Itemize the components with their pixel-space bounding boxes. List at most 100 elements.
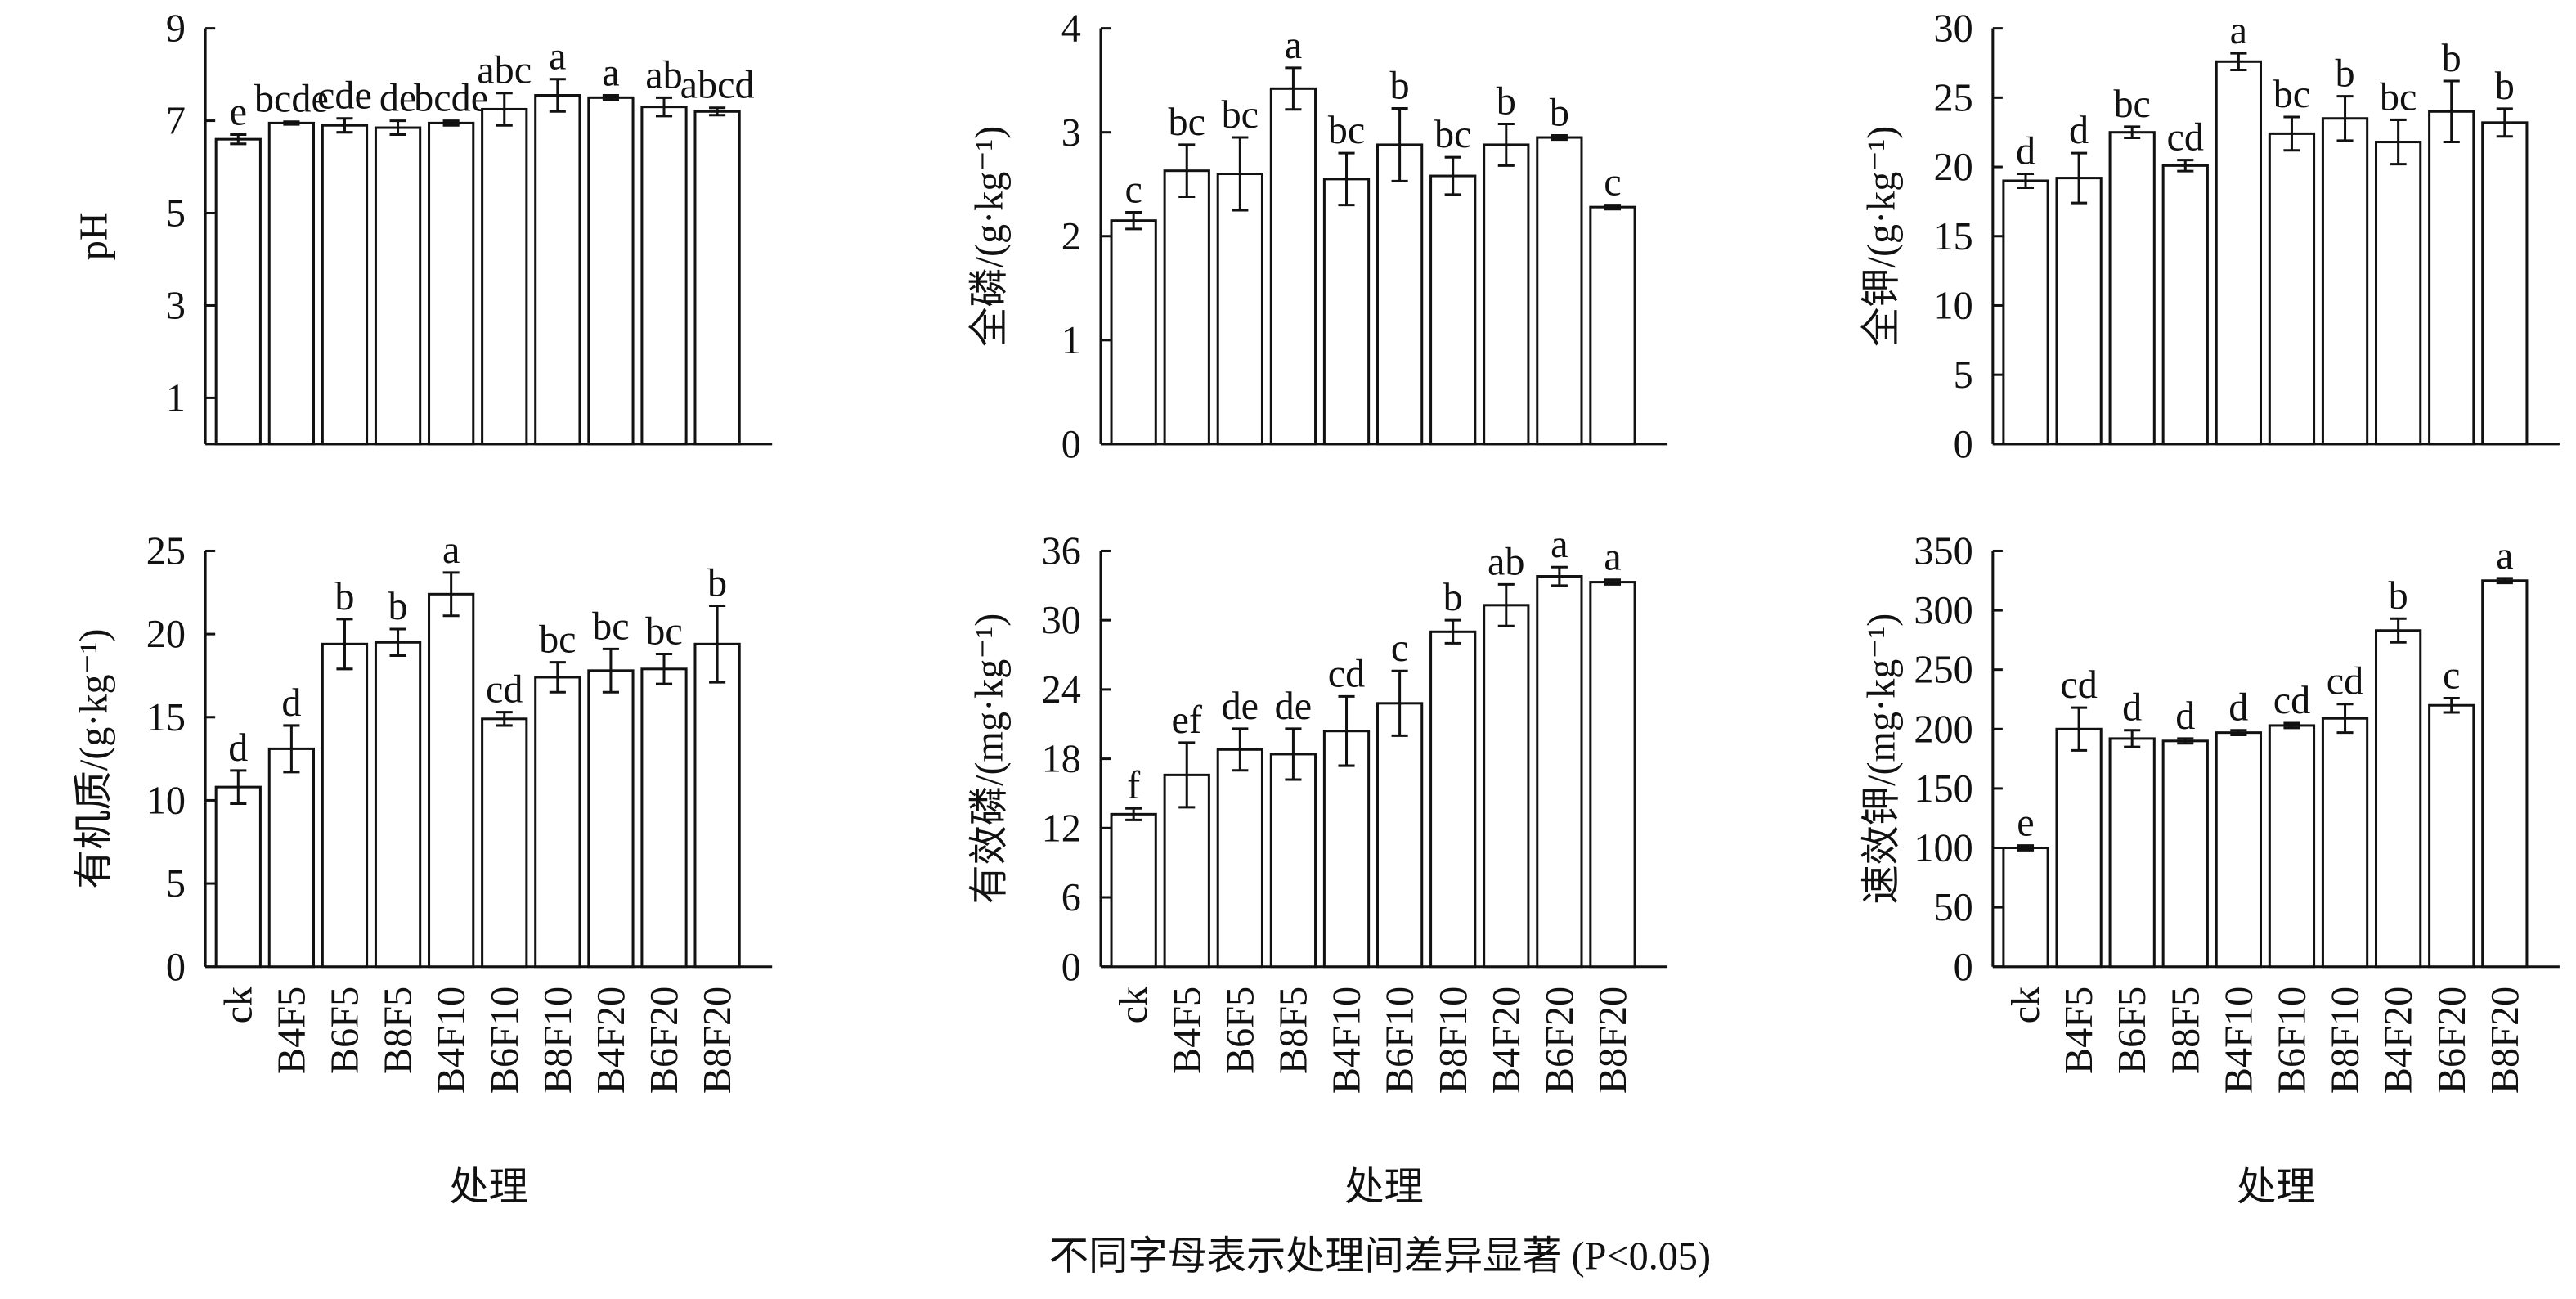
error-bar xyxy=(230,133,247,146)
x-tick-label: B6F5 xyxy=(2111,987,2154,1074)
bar xyxy=(267,121,316,446)
error-bar xyxy=(549,661,566,694)
bar xyxy=(2375,141,2422,446)
y-tick-label: 3 xyxy=(1061,111,1081,155)
significance-letter: a xyxy=(602,51,619,94)
y-tick-label: 3 xyxy=(166,285,186,328)
error-bar xyxy=(2283,115,2300,152)
y-tick-label: 4 xyxy=(1061,7,1081,51)
bar xyxy=(214,785,262,969)
x-tick-label: B4F20 xyxy=(2377,987,2421,1094)
x-tick-label: B8F20 xyxy=(2484,987,2527,1094)
y-tick-label: 25 xyxy=(146,530,186,573)
x-tick-label: B8F20 xyxy=(696,987,739,1094)
x-tick-label: B4F10 xyxy=(2217,987,2260,1094)
error-bar xyxy=(2283,721,2300,730)
bar xyxy=(321,124,369,446)
significance-letter: d xyxy=(2122,686,2142,730)
significance-letter: b xyxy=(1443,576,1463,619)
error-bar xyxy=(2177,159,2194,173)
significance-letter: b xyxy=(334,575,354,618)
bar xyxy=(481,107,528,446)
bar xyxy=(481,717,528,969)
error-bar xyxy=(2177,737,2194,745)
significance-letter: abc xyxy=(477,49,532,92)
bar xyxy=(2428,703,2475,969)
bar xyxy=(1589,581,1636,969)
error-bar xyxy=(1551,565,1568,587)
significance-letter: de xyxy=(379,77,417,120)
error-bar xyxy=(496,92,513,127)
error-bar xyxy=(1178,741,1196,809)
error-bar xyxy=(2071,706,2088,752)
bar xyxy=(2481,579,2529,969)
error-bar xyxy=(2071,151,2088,205)
bar xyxy=(2321,117,2369,446)
bar xyxy=(2481,121,2529,446)
error-bar xyxy=(602,647,619,694)
bar xyxy=(1429,174,1477,446)
y-tick-label: 5 xyxy=(1954,353,1973,397)
bar xyxy=(1322,178,1371,446)
y-tick-label: 100 xyxy=(1914,827,1972,870)
error-bar xyxy=(1444,618,1461,645)
bar xyxy=(267,747,316,969)
significance-letter: b xyxy=(2442,37,2462,80)
bar xyxy=(2321,717,2369,969)
error-bar xyxy=(336,117,353,134)
significance-letter: e xyxy=(230,90,247,133)
error-bar xyxy=(1497,123,1515,167)
significance-letter: a xyxy=(1551,523,1568,566)
error-bar xyxy=(709,605,726,684)
significance-letter: abcd xyxy=(680,64,755,107)
bar xyxy=(2108,131,2156,446)
y-tick-label: 150 xyxy=(1914,767,1972,811)
bar xyxy=(2268,724,2316,969)
error-bar xyxy=(2496,577,2513,585)
bar xyxy=(587,669,635,969)
y-tick-label: 0 xyxy=(1061,946,1081,989)
x-tick-label: B6F20 xyxy=(643,987,686,1094)
bar xyxy=(1110,219,1157,446)
y-tick-label: 350 xyxy=(1914,530,1972,573)
bar xyxy=(321,642,369,969)
significance-letter: cd xyxy=(2060,663,2098,707)
significance-letter: cd xyxy=(1328,652,1365,695)
error-bar xyxy=(1604,204,1622,211)
significance-letter: bc xyxy=(539,618,577,662)
error-bar xyxy=(336,618,353,671)
error-bar xyxy=(2443,697,2460,714)
x-tick-label: B8F10 xyxy=(536,987,580,1094)
bar xyxy=(1376,143,1424,446)
y-tick-label: 9 xyxy=(166,7,186,51)
x-tick-label: B6F20 xyxy=(1538,987,1582,1094)
bar xyxy=(1322,730,1371,969)
x-axis-label: 处理 xyxy=(2237,1166,2315,1209)
y-tick-label: 0 xyxy=(1061,423,1081,466)
bar xyxy=(1429,630,1477,969)
error-bar xyxy=(2017,173,2035,189)
error-bar xyxy=(655,653,673,685)
significance-letter: cd xyxy=(486,668,523,712)
significance-letter: a xyxy=(1285,24,1302,67)
error-bar xyxy=(442,119,460,127)
error-bar xyxy=(2230,729,2247,737)
significance-letter: cd xyxy=(2167,116,2205,160)
significance-letter: d xyxy=(2175,694,2195,738)
significance-letter: ab xyxy=(645,53,683,97)
y-tick-label: 0 xyxy=(1954,946,1973,989)
bar xyxy=(587,96,635,446)
bar xyxy=(1483,143,1530,446)
y-tick-label: 6 xyxy=(1061,876,1081,919)
significance-letter: bc xyxy=(2273,73,2311,116)
significance-letter: bc xyxy=(1434,113,1472,156)
significance-letter: bcde xyxy=(414,77,488,120)
error-bar xyxy=(442,571,460,618)
bar xyxy=(2002,179,2049,446)
error-bar xyxy=(496,711,513,727)
y-tick-label: 20 xyxy=(1934,146,1973,189)
bar xyxy=(214,137,262,446)
error-bar xyxy=(1285,66,1302,111)
error-bar xyxy=(230,769,247,805)
significance-letter: b xyxy=(388,585,408,628)
